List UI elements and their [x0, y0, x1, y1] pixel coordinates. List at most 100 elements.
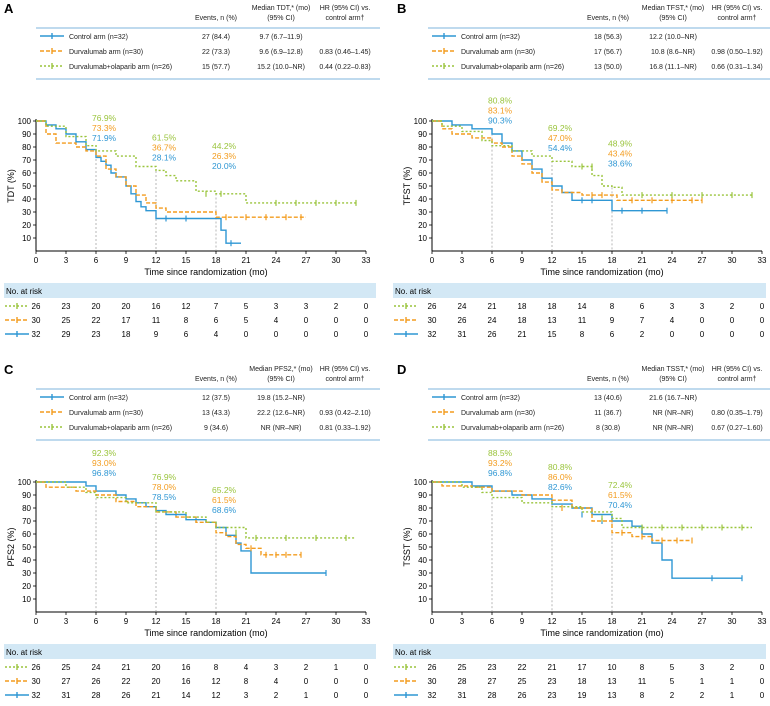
- events-value: 13 (50.0): [594, 64, 622, 71]
- risk-value: 10: [608, 663, 617, 672]
- arm-label: Durvalumab+olaparib arm (n=26): [461, 425, 564, 432]
- arm-label: Durvalumab+olaparib arm (n=26): [69, 64, 172, 71]
- landmark-label-combo: 80.8%: [548, 462, 573, 472]
- x-tick-label: 15: [578, 617, 587, 626]
- y-tick-label: 90: [22, 130, 31, 139]
- risk-value: 11: [638, 677, 647, 686]
- landmark-label-control: 90.3%: [488, 116, 513, 126]
- y-tick-label: 30: [22, 208, 31, 217]
- risk-value: 5: [670, 663, 675, 672]
- risk-value: 0: [364, 691, 369, 700]
- x-tick-label: 30: [728, 256, 737, 265]
- risk-row-control: 32 31 26 21 15 8 6 2 0 0 0 0: [394, 330, 765, 339]
- panel-d: D Events, n (%) Median TSST,* (mo) (95% CI)…: [393, 362, 770, 700]
- x-axis-title: Time since randomization (mo): [540, 628, 663, 638]
- hr-value: 0.80 (0.35–1.79): [711, 410, 762, 417]
- median-value: NR (NR–NR): [261, 425, 302, 432]
- arm-label: Control arm (n=32): [69, 34, 128, 41]
- risk-value: 4: [274, 316, 279, 325]
- arm-label: Durvalumab arm (n=30): [69, 410, 143, 417]
- km-curve-durva: [432, 120, 702, 201]
- risk-value: 24: [92, 663, 101, 672]
- risk-value: 0: [760, 677, 765, 686]
- x-tick-label: 6: [94, 256, 99, 265]
- risk-value: 0: [730, 316, 735, 325]
- risk-value: 3: [700, 663, 705, 672]
- x-tick-label: 21: [638, 256, 647, 265]
- risk-value: 5: [244, 302, 249, 311]
- median-value: 15.2 (10.0–NR): [257, 64, 305, 71]
- risk-value: 3: [304, 302, 309, 311]
- landmark-label-control: 78.5%: [152, 492, 177, 502]
- landmark-label-combo: 80.8%: [488, 96, 513, 106]
- risk-value: 18: [548, 302, 557, 311]
- events-value: 8 (30.8): [596, 425, 620, 432]
- arm-label: Durvalumab arm (n=30): [69, 49, 143, 56]
- risk-value: 8: [214, 663, 219, 672]
- y-tick-label: 60: [22, 530, 31, 539]
- risk-value: 26: [32, 663, 41, 672]
- events-value: 12 (37.5): [202, 395, 230, 402]
- risk-value: 28: [92, 691, 101, 700]
- risk-value: 12: [212, 691, 221, 700]
- risk-value: 21: [518, 330, 527, 339]
- risk-row-combo: 26 23 20 20 16 12 7 5 3 3 2 0: [5, 302, 369, 311]
- hr-value: 0.67 (0.27–1.60): [711, 425, 762, 432]
- arm-label: Durvalumab arm (n=30): [461, 410, 535, 417]
- x-tick-label: 0: [34, 617, 39, 626]
- hr-value: 0.66 (0.31–1.34): [711, 64, 762, 71]
- risk-row-durva: 30 28 27 25 23 18 13 11 5 1 1 0: [394, 677, 765, 686]
- risk-value: 12: [212, 677, 221, 686]
- risk-value: 0: [760, 330, 765, 339]
- arm-label: Control arm (n=32): [461, 34, 520, 41]
- hr-header: HR (95% CI) vs.: [712, 5, 763, 12]
- risk-value: 0: [334, 677, 339, 686]
- x-tick-label: 30: [728, 617, 737, 626]
- risk-value: 0: [364, 677, 369, 686]
- km-plot: 10 20 30 40 50 60 70 80 90 100 0 3 6 9 12 15 18 21 24 27 30 3…: [6, 448, 371, 638]
- landmark-label-control: 82.6%: [548, 482, 573, 492]
- risk-value: 24: [458, 302, 467, 311]
- hr-value: 0.93 (0.42–2.10): [319, 410, 370, 417]
- x-tick-label: 12: [152, 256, 161, 265]
- panel-b: B Events, n (%) Median TFST,* (mo) (95% CI)…: [393, 1, 770, 339]
- y-tick-label: 80: [418, 504, 427, 513]
- risk-value: 0: [364, 316, 369, 325]
- y-tick-label: 60: [418, 530, 427, 539]
- risk-band: [4, 644, 376, 659]
- y-tick-label: 80: [22, 504, 31, 513]
- landmark-label-combo: 92.3%: [92, 448, 117, 458]
- x-tick-label: 33: [362, 256, 371, 265]
- events-value: 13 (40.6): [594, 395, 622, 402]
- km-curve-control: [36, 481, 326, 574]
- median-value: 9.6 (6.9–12.8): [259, 49, 303, 56]
- risk-value: 6: [184, 330, 189, 339]
- x-tick-label: 12: [548, 617, 557, 626]
- landmark-label-durva: 73.3%: [92, 123, 117, 133]
- median-value: NR (NR–NR): [653, 410, 694, 417]
- table-row-control: Control arm (n=32) 27 (84.4) 9.7 (6.7–11.9…: [40, 33, 303, 41]
- landmark-label-durva: 26.3%: [212, 151, 237, 161]
- risk-row-durva: 30 26 24 18 13 11 9 7 4 0 0 0: [394, 316, 765, 325]
- landmark-label-combo: 72.4%: [608, 480, 633, 490]
- landmark-label-durva: 93.2%: [488, 458, 513, 468]
- risk-value: 20: [152, 677, 161, 686]
- risk-value: 18: [518, 316, 527, 325]
- table-row-combo: Durvalumab+olaparib arm (n=26) 8 (30.8) NR…: [432, 424, 763, 432]
- risk-value: 16: [182, 663, 191, 672]
- table-row-control: Control arm (n=32) 18 (56.3) 12.2 (10.0–NR…: [432, 33, 697, 41]
- hr-header-2: control arm†: [718, 15, 757, 22]
- median-header: Median TDT,* (mo): [252, 5, 311, 12]
- risk-value: 0: [274, 330, 279, 339]
- landmark-label-combo: 44.2%: [212, 141, 237, 151]
- risk-value: 21: [152, 691, 161, 700]
- x-axis-title: Time since randomization (mo): [144, 628, 267, 638]
- risk-value: 25: [62, 663, 71, 672]
- median-header-ci: (95% CI): [659, 15, 687, 22]
- risk-value: 11: [152, 316, 161, 325]
- stats-table: Events, n (%) Median PFS2,* (mo) (95% CI) H…: [36, 366, 380, 441]
- y-axis-title: TDT (%): [6, 169, 16, 203]
- median-value: 22.2 (12.6–NR): [257, 410, 305, 417]
- y-tick-label: 40: [418, 195, 427, 204]
